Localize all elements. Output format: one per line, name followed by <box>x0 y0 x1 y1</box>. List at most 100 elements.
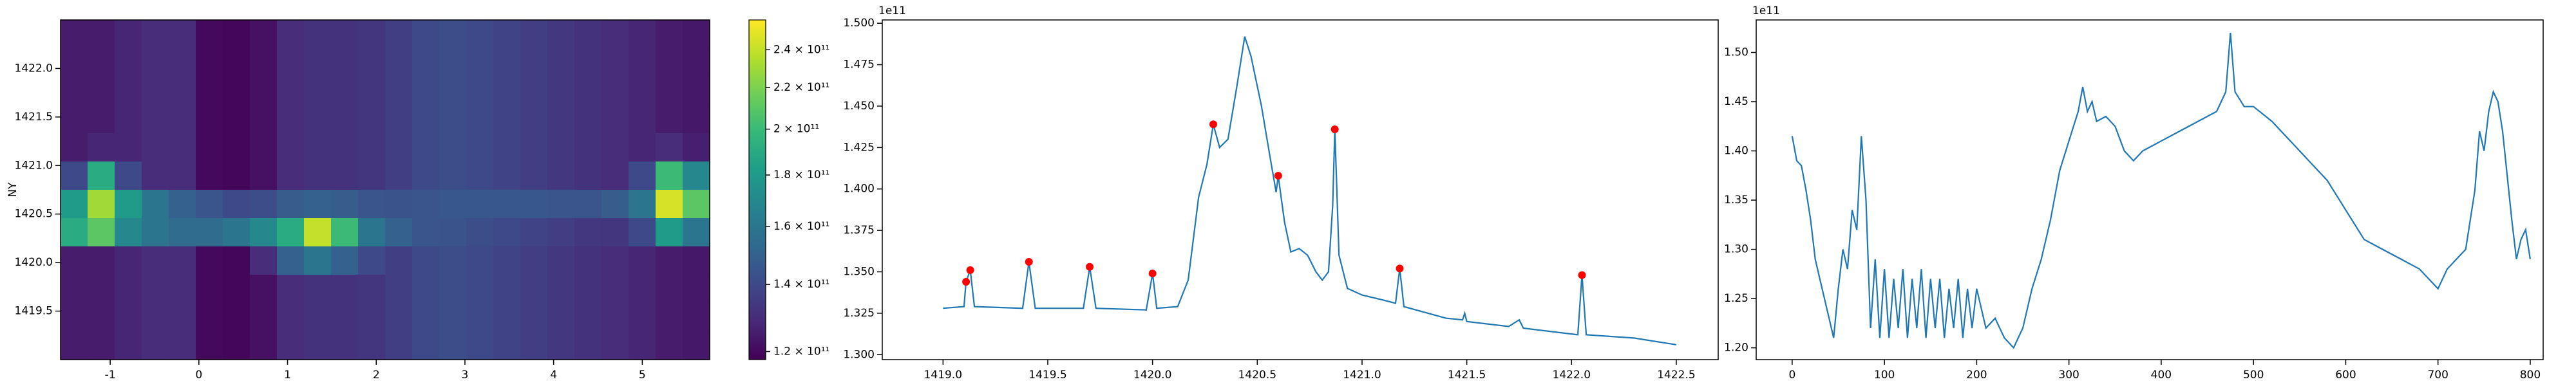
heatmap-cell <box>601 20 629 49</box>
heatmap-cell <box>629 218 656 247</box>
heatmap-cell <box>277 77 305 106</box>
heatmap-cell <box>629 190 656 219</box>
heatmap-cell <box>115 331 142 360</box>
heatmap-cell <box>196 331 223 360</box>
y-tick-label: 1.25 <box>1724 292 1748 305</box>
heatmap-cell <box>61 246 88 275</box>
x-tick-label: 1420.0 <box>1133 369 1171 381</box>
y-tick-label: 1420.5 <box>15 208 53 221</box>
heatmap-cell <box>196 190 223 219</box>
heatmap-cell <box>196 133 223 162</box>
heatmap-cell <box>574 105 602 134</box>
heatmap-cell <box>331 77 359 106</box>
heatmap-cell <box>439 275 467 304</box>
heatmap-cell <box>142 190 169 219</box>
heatmap-cell <box>656 190 683 219</box>
y-tick-label: 1421.5 <box>15 111 53 124</box>
heatmap-cell <box>683 303 710 332</box>
heatmap-cell <box>196 77 223 106</box>
heatmap-cell <box>629 161 656 190</box>
heatmap-cell <box>547 218 575 247</box>
heatmap-cell <box>547 161 575 190</box>
colorbar <box>748 19 766 360</box>
heatmap-cell <box>358 161 386 190</box>
heatmap-cell <box>304 20 332 49</box>
y-tick-label: 1.450 <box>843 100 875 113</box>
heatmap-cell <box>142 275 169 304</box>
x-tick-label: 1422.5 <box>1657 369 1695 381</box>
heatmap-cell <box>331 218 359 247</box>
heatmap-cell <box>115 48 142 77</box>
x-tick-label: 1422.0 <box>1553 369 1591 381</box>
x-tick-label: 1419.5 <box>1028 369 1066 381</box>
heatmap-cell <box>574 190 602 219</box>
heatmap-cell <box>331 331 359 360</box>
x-tick-label: -1 <box>105 369 116 381</box>
heatmap-cell <box>574 77 602 106</box>
heatmap-cell <box>304 48 332 77</box>
heatmap-cell <box>466 105 494 134</box>
y-tick-label: 1.50 <box>1724 46 1748 59</box>
heatmap-cell <box>493 48 521 77</box>
heatmap-cell <box>547 105 575 134</box>
heatmap-cell <box>656 218 683 247</box>
heatmap-cell <box>61 218 88 247</box>
heatmap-cell <box>142 105 169 134</box>
heatmap-cell <box>88 303 115 332</box>
heatmap-cell <box>304 161 332 190</box>
heatmap-cell <box>520 20 548 49</box>
heatmap-cell <box>520 105 548 134</box>
heatmap-cell <box>601 105 629 134</box>
peak-marker <box>1025 258 1033 266</box>
heatmap-cell <box>61 105 88 134</box>
heatmap-cell <box>385 275 413 304</box>
heatmap-cell <box>277 48 305 77</box>
heatmap-cell <box>277 246 305 275</box>
heatmap-cell <box>466 48 494 77</box>
heatmap-cell <box>223 161 251 190</box>
heatmap-cell <box>304 105 332 134</box>
heatmap-cell <box>574 246 602 275</box>
heatmap-cell <box>439 20 467 49</box>
heatmap-cell <box>547 303 575 332</box>
heatmap-cell <box>520 246 548 275</box>
heatmap-cell <box>656 133 683 162</box>
y-offset-label: 1e11 <box>878 5 906 17</box>
heatmap-cell <box>412 48 440 77</box>
x-tick-label: 200 <box>1966 369 1987 381</box>
heatmap-cell <box>88 190 115 219</box>
heatmap-cell <box>223 303 251 332</box>
heatmap-cell <box>683 161 710 190</box>
heatmap-cell <box>88 48 115 77</box>
heatmap-cell <box>223 48 251 77</box>
heatmap-cell <box>115 161 142 190</box>
heatmap-cell <box>88 77 115 106</box>
heatmap-cell <box>466 20 494 49</box>
colorbar-tick-label: 1.2 × 10¹¹ <box>773 345 829 358</box>
peak-marker <box>1086 262 1094 271</box>
data-line <box>1791 32 2531 349</box>
heatmap-cell <box>520 303 548 332</box>
heatmap-cell <box>629 303 656 332</box>
peak-marker <box>1396 264 1404 273</box>
heatmap-cell <box>520 161 548 190</box>
heatmap-cell <box>250 218 278 247</box>
peak-marker <box>1578 271 1586 279</box>
heatmap-cell <box>169 303 196 332</box>
heatmap-cell <box>142 303 169 332</box>
heatmap-cell <box>601 275 629 304</box>
heatmap-cell <box>358 105 386 134</box>
heatmap-cell <box>358 331 386 360</box>
x-tick-label: 1419.0 <box>924 369 962 381</box>
heatmap-cell <box>493 218 521 247</box>
heatmap-cell <box>601 303 629 332</box>
heatmap-cell <box>115 133 142 162</box>
heatmap-cell <box>466 331 494 360</box>
heatmap-cell <box>358 218 386 247</box>
heatmap-cell <box>574 275 602 304</box>
heatmap-cell <box>304 77 332 106</box>
colorbar-tick-label: 1.6 × 10¹¹ <box>773 220 829 233</box>
heatmap-cell <box>385 133 413 162</box>
heatmap-cell <box>412 161 440 190</box>
